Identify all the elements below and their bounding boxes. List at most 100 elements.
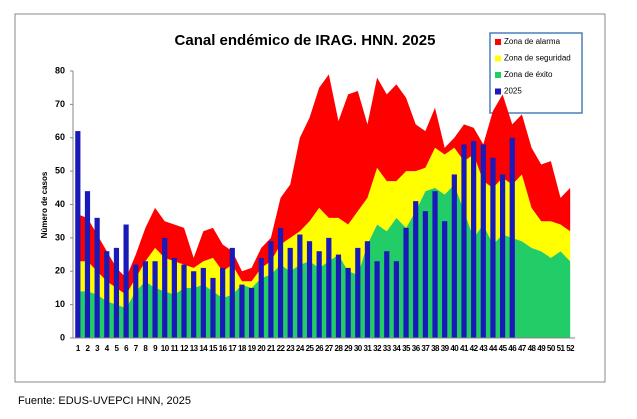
bar [432,191,438,338]
bar [133,264,139,338]
y-tick-label: 50 [55,166,65,176]
bar [403,227,409,338]
bar [384,251,390,338]
bar [113,247,120,338]
x-tick-label: 43 [479,344,488,353]
x-tick-label: 19 [248,344,257,353]
x-tick-label: 49 [537,344,546,353]
x-tick-label: 18 [238,344,247,353]
bar [471,141,477,338]
x-tick-label: 6 [124,344,129,353]
x-tick-label: 47 [518,344,527,353]
bar [142,261,149,338]
legend-swatch [495,55,501,62]
x-tick-label: 39 [441,344,450,353]
legend-label: Zona de seguridad [504,54,571,63]
x-tick-label: 12 [180,344,189,353]
bar [480,144,486,338]
legend-label: Zona de éxito [504,70,553,79]
bar [229,247,235,338]
bar [490,157,496,338]
bar [364,241,371,338]
x-tick-label: 17 [228,344,237,353]
x-tick-label: 28 [335,344,344,353]
x-tick-label: 9 [153,344,158,353]
x-tick-label: 32 [373,344,382,353]
x-tick-label: 41 [460,344,469,353]
x-tick-label: 8 [143,344,148,353]
bar [191,271,197,338]
x-tick-label: 44 [489,344,498,353]
y-axis-label: Número de casos [40,171,49,238]
x-tick-label: 50 [547,344,556,353]
x-tick-label: 22 [277,344,286,353]
x-tick-label: 42 [470,344,479,353]
x-tick-label: 36 [412,344,421,353]
bar [181,264,187,338]
x-tick-label: 7 [134,344,139,353]
x-tick-label: 1 [76,344,81,353]
bar [297,234,303,338]
bar [316,251,322,338]
x-tick-label: 23 [286,344,295,353]
source-note: Fuente: EDUS-UVEPCI HNN, 2025 [18,395,191,407]
x-tick-label: 25 [306,344,315,353]
bar [393,261,400,338]
bar [345,267,351,338]
x-tick-label: 30 [354,344,363,353]
bar [104,251,110,338]
bar [422,211,428,338]
x-tick-label: 11 [171,344,180,353]
bar [509,137,515,338]
bar [451,174,457,338]
bar [162,237,168,338]
bar [123,224,129,338]
x-tick-label: 31 [363,344,372,353]
x-tick-label: 29 [344,344,353,353]
bar [239,284,245,338]
x-tick-label: 15 [209,344,218,353]
bar [171,257,177,338]
x-tick-label: 4 [105,344,110,353]
x-tick-label: 14 [199,344,208,353]
x-tick-label: 38 [431,344,440,353]
y-tick-label: 0 [60,332,65,342]
x-tick-label: 46 [508,344,517,353]
bar [355,247,361,338]
bar [210,277,216,338]
legend-label: 2025 [504,87,522,96]
bar [84,191,91,338]
x-tick-label: 16 [219,344,228,353]
bar [287,247,293,338]
bar [200,267,206,338]
legend-label: Zona de alarma [504,37,561,46]
bar [499,174,506,338]
area [77,74,571,295]
x-tick-label: 37 [421,344,430,353]
bar [75,131,81,338]
bar [268,241,274,338]
x-tick-label: 45 [499,344,508,353]
y-tick-label: 60 [55,132,65,142]
legend-swatch [495,72,501,78]
bar [335,254,342,338]
x-tick-label: 27 [325,344,334,353]
y-tick-label: 40 [55,199,65,209]
y-tick-label: 10 [55,299,65,309]
bar [277,227,284,338]
y-tick-label: 30 [55,232,65,242]
bar [461,144,467,338]
bar [374,261,380,338]
legend [489,32,583,114]
bar [326,237,332,338]
bar [248,287,255,338]
legend-swatch [495,88,501,95]
x-tick-label: 24 [296,344,305,353]
bar [152,261,158,338]
x-tick-label: 21 [267,344,276,353]
bar [413,201,419,338]
bar [94,217,100,338]
x-tick-label: 33 [383,344,392,353]
x-tick-label: 13 [190,344,199,353]
